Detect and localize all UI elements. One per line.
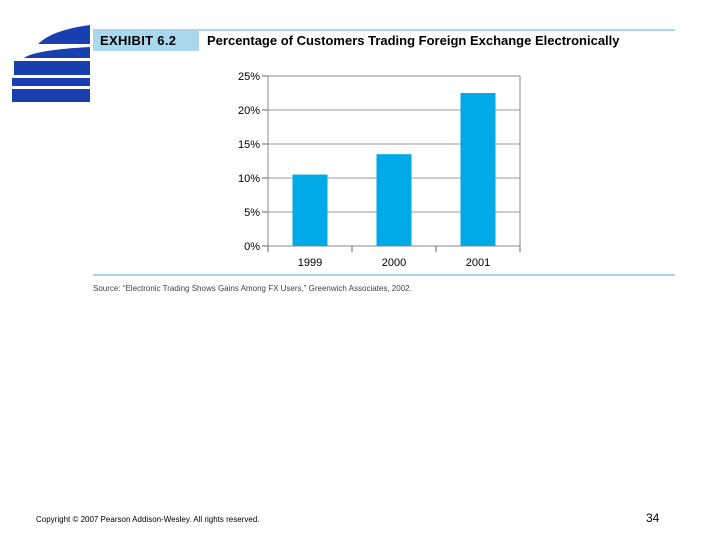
bar-2001 bbox=[460, 93, 496, 246]
bar-2000 bbox=[376, 154, 412, 246]
page-number: 34 bbox=[646, 511, 660, 525]
x-tick-label: 2000 bbox=[382, 257, 406, 269]
publisher-logo-icon bbox=[12, 25, 90, 102]
y-tick-label: 10% bbox=[238, 173, 260, 185]
exhibit-label: EXHIBIT 6.2 bbox=[93, 31, 199, 51]
y-tick-label: 20% bbox=[238, 105, 260, 117]
x-tick-label: 2001 bbox=[466, 257, 490, 269]
bars-layer bbox=[292, 93, 496, 246]
chart-title: Percentage of Customers Trading Foreign … bbox=[207, 33, 620, 48]
copyright-text: Copyright © 2007 Pearson Addison-Wesley.… bbox=[36, 515, 260, 524]
y-tick-label: 5% bbox=[244, 207, 260, 219]
labels-layer: 0% 5% 10% 15% 20% 25% 1999 2000 2001 bbox=[238, 71, 490, 269]
bar-1999 bbox=[292, 174, 328, 246]
x-tick-label: 1999 bbox=[298, 257, 322, 269]
top-rule bbox=[93, 29, 675, 31]
y-tick-label: 0% bbox=[244, 241, 260, 253]
source-note: Source: “Electronic Trading Shows Gains … bbox=[93, 284, 412, 293]
bar-chart: 0% 5% 10% 15% 20% 25% 1999 2000 2001 bbox=[238, 71, 521, 269]
y-tick-label: 15% bbox=[238, 139, 260, 151]
bottom-rule bbox=[93, 274, 675, 276]
y-tick-label: 25% bbox=[238, 71, 260, 83]
